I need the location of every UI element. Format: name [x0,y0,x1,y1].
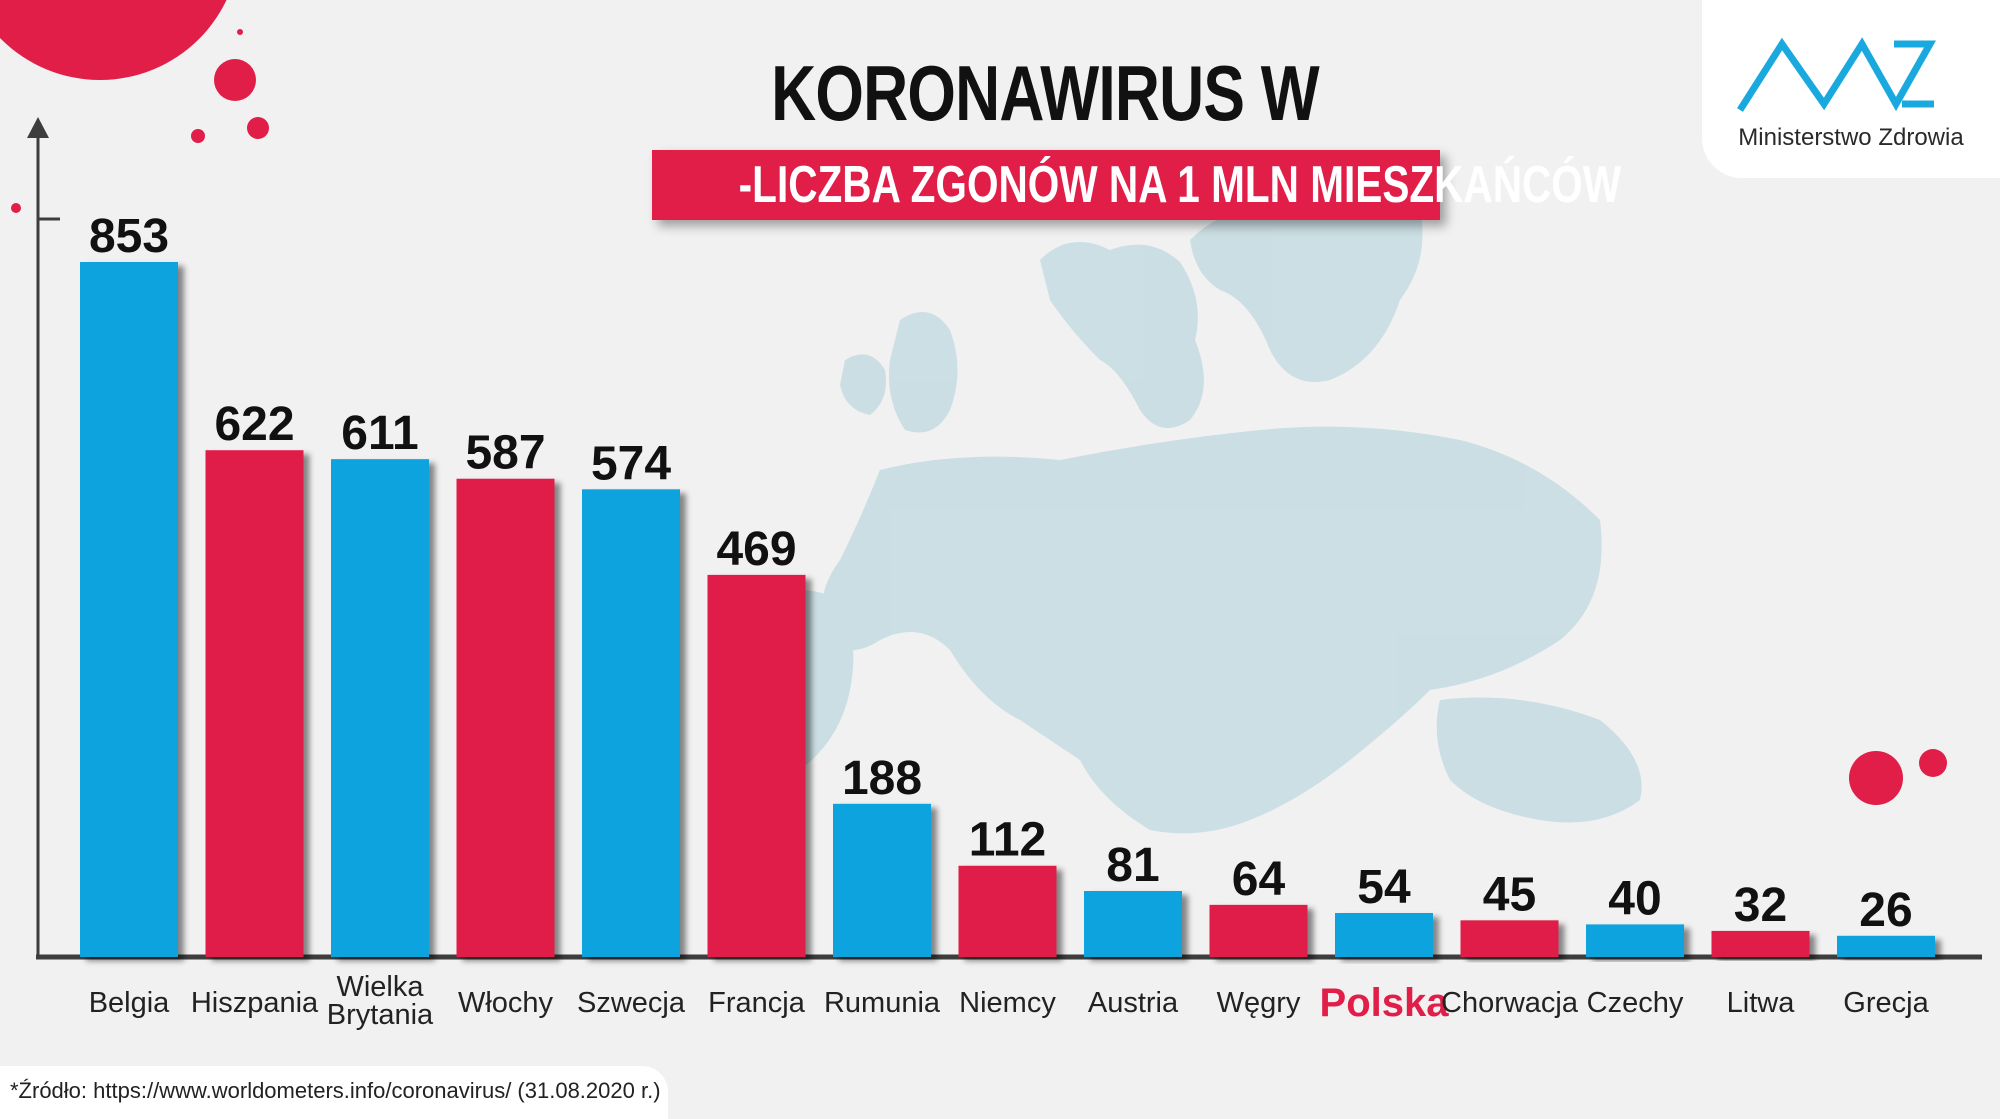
category-label-francja: Francja [708,987,806,1019]
value-label-rumunia: 188 [842,752,922,805]
category-label-wegry: Węgry [1217,987,1301,1019]
bars-layer [80,262,1935,957]
y-axis [27,117,60,957]
bar-grecja [1837,935,1935,957]
category-label-polska: Polska [1320,981,1450,1025]
category-label-szwecja: Szwecja [577,987,686,1019]
ministry-logo-icon [1737,37,1937,112]
value-label-wegry: 64 [1232,853,1286,906]
category-label-niemcy: Niemcy [959,987,1056,1019]
value-label-francja: 469 [716,523,796,576]
virus-decoration-top-left [0,0,269,213]
category-label-czechy: Czechy [1587,987,1684,1019]
bar-austria [1084,891,1182,957]
bar-francja [707,574,806,957]
category-label-litwa: Litwa [1727,987,1796,1019]
value-label-szwecja: 574 [591,437,671,490]
source-text: *Źródło: https://www.worldometers.info/c… [10,1078,661,1103]
bar-szwecja [582,489,680,957]
logo-text: Ministerstwo Zdrowia [1738,124,1964,151]
value-label-chorwacja: 45 [1483,868,1536,921]
value-label-wielka-brytania: 611 [341,407,418,460]
subtitle-text: -LICZBA ZGONÓW NA 1 MLN MIESZKAŃCÓW [738,156,1622,214]
value-label-czechy: 40 [1608,872,1661,925]
category-label-austria: Austria [1088,987,1179,1019]
value-label-niemcy: 112 [969,814,1046,867]
bar-litwa [1711,930,1810,957]
category-label-rumunia: Rumunia [824,987,941,1019]
bar-polska [1335,913,1433,957]
category-label-wlochy: Włochy [458,987,554,1019]
value-labels-layer: 853 622 611 587 574 469 188 112 81 64 54 45 40 32 26 [89,210,1913,937]
bar-wielka-brytania [331,459,429,957]
bar-niemcy [958,865,1057,957]
value-label-grecja: 26 [1859,884,1912,937]
bar-rumunia [833,803,931,957]
europe-map-background [707,183,1642,834]
bar-czechy [1586,924,1684,957]
bar-hiszpania [205,450,304,957]
subtitle-banner: -LICZBA ZGONÓW NA 1 MLN MIESZKAŃCÓW [652,150,1622,220]
category-label-wielka-brytania: Wielka Brytania [327,971,434,1031]
value-label-hiszpania: 622 [214,398,294,451]
bar-wlochy [456,478,555,957]
category-label-belgia: Belgia [89,987,170,1019]
bar-belgia [80,262,178,957]
category-labels-layer: Belgia Hiszpania Wielka Brytania Włochy Szwec… [89,971,1930,1031]
value-label-belgia: 853 [89,210,169,263]
virus-decoration-bottom-right [1849,749,1947,805]
bar-chorwacja [1460,920,1559,957]
value-label-austria: 81 [1106,839,1159,892]
source-panel: *Źródło: https://www.worldometers.info/c… [0,1066,668,1119]
value-label-litwa: 32 [1734,879,1787,932]
category-label-grecja: Grecja [1843,987,1929,1019]
value-label-polska: 54 [1357,861,1411,914]
value-label-wlochy: 587 [465,427,545,480]
category-label-chorwacja: Chorwacja [1441,987,1579,1019]
bar-wegry [1209,904,1308,957]
logo-panel: Ministerstwo Zdrowia [1702,0,2000,178]
category-label-hiszpania: Hiszpania [191,987,319,1019]
